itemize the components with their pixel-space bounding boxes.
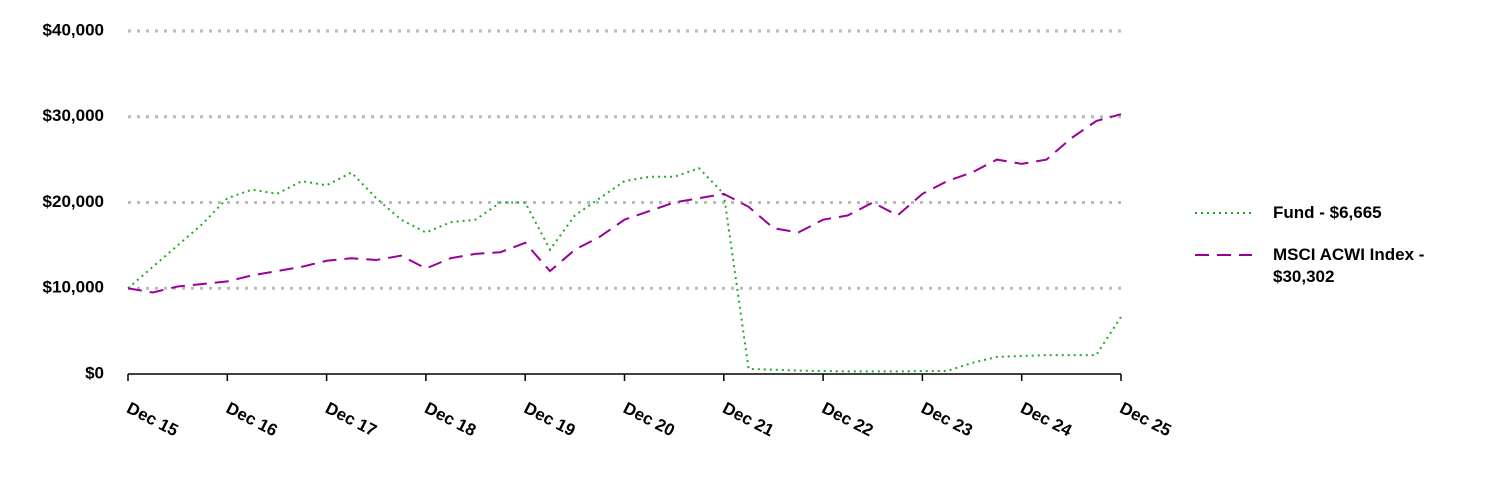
x-tick-label: Dec 17 — [322, 398, 379, 440]
y-tick-label: $0 — [85, 363, 104, 382]
y-tick-label: $20,000 — [43, 192, 104, 211]
x-tick-label: Dec 23 — [918, 398, 975, 440]
x-tick-label: Dec 16 — [223, 398, 280, 440]
x-tick-label: Dec 18 — [422, 398, 479, 440]
legend-label: MSCI ACWI Index - $30,302 — [1273, 245, 1425, 286]
y-tick-label: $30,000 — [43, 106, 104, 125]
x-tick-label: Dec 24 — [1017, 398, 1075, 440]
x-tick-label: Dec 15 — [124, 398, 181, 440]
x-tick-label: Dec 21 — [720, 398, 777, 440]
legend-label: Fund - $6,665 — [1273, 203, 1382, 222]
x-tick-label: Dec 25 — [1117, 398, 1174, 440]
x-tick-label: Dec 22 — [819, 398, 876, 440]
series-line — [127, 167, 1122, 373]
series-line — [127, 113, 1122, 294]
x-tick-label: Dec 19 — [521, 398, 578, 440]
y-tick-label: $10,000 — [43, 278, 104, 297]
x-tick-label: Dec 20 — [620, 398, 677, 440]
y-tick-label: $40,000 — [43, 20, 104, 39]
